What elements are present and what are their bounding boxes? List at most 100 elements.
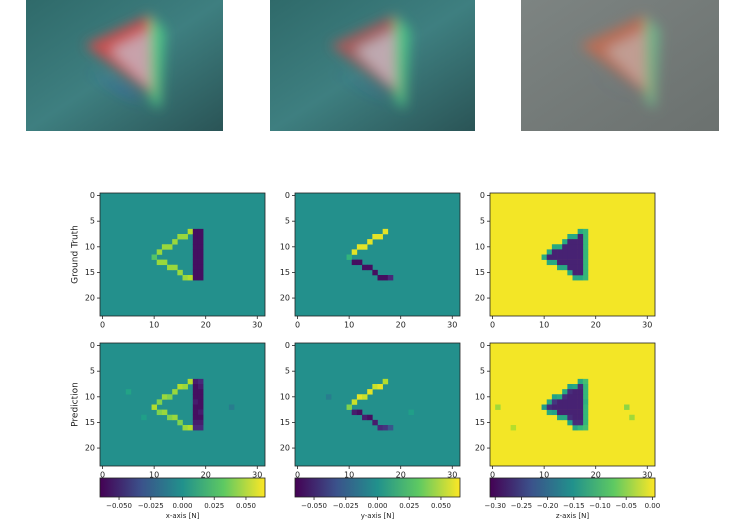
heatmap-cell [187, 378, 194, 385]
heatmap-cell [197, 425, 204, 431]
heatmap-cell [167, 414, 173, 421]
tactile-image [521, 0, 719, 131]
y-tick-label: 10 [85, 392, 95, 401]
heatmap-cell [192, 389, 199, 395]
heatmap-cell [182, 425, 188, 431]
heatmap-cell [551, 409, 558, 416]
heatmap-cell [577, 389, 584, 395]
heatmap-cell [546, 259, 553, 266]
heatmap-cell [156, 399, 163, 405]
heatmap-cell [577, 384, 584, 390]
heatmap-cell [582, 389, 589, 395]
heatmap-cell [546, 249, 553, 255]
colorbar-label: y-axis [N] [361, 512, 395, 520]
heatmap: 0 10 20 30 0 5 10 15 20 Ground Truth [71, 191, 266, 330]
heatmap-cell [161, 244, 168, 250]
y-tick-label: 5 [480, 217, 485, 226]
y-tick-label: 15 [85, 418, 95, 427]
heatmap-cell [356, 394, 363, 400]
axes-frame [99, 192, 266, 317]
colorbar-tick-label: −0.20 [537, 502, 558, 510]
heatmap: 0 10 20 30 0 5 10 15 20 [280, 341, 461, 480]
colorbar [99, 477, 266, 498]
heatmap-cell [182, 275, 188, 281]
heatmap-cell [557, 404, 563, 410]
heatmap-cell [562, 394, 568, 400]
heatmap-cell [577, 404, 584, 410]
y-tick-label: 5 [285, 367, 290, 376]
heatmap-cell [192, 228, 199, 235]
heatmap-cell [356, 409, 363, 416]
heatmap-cell [551, 399, 558, 405]
heatmap-cell [541, 254, 548, 260]
y-tick-label: 20 [475, 444, 485, 453]
colorbar-tick-label: −0.050 [106, 502, 132, 510]
colorbar-tick-label: 0.00 [645, 502, 661, 510]
heatmap-cell [567, 259, 573, 266]
heatmap-cell [582, 228, 589, 235]
heatmap-cell [582, 394, 589, 400]
heatmap-cell [197, 264, 204, 271]
heatmap-cell [362, 394, 368, 400]
y-tick-label: 5 [285, 217, 290, 226]
x-tick-label: 10 [344, 471, 354, 480]
x-tick-label: 20 [201, 471, 211, 480]
heatmap-cell [572, 234, 578, 240]
heatmap-cell [362, 244, 368, 250]
y-tick-label: 20 [280, 444, 290, 453]
heatmap-cell [551, 394, 558, 400]
y-tick-label: 0 [480, 341, 485, 350]
heatmap-cell [377, 275, 383, 281]
heatmap-cell [577, 425, 584, 431]
x-tick-label: 20 [591, 321, 601, 330]
y-tick-label: 15 [280, 418, 290, 427]
heatmap-cell [577, 254, 584, 260]
heatmap-cell [197, 399, 204, 405]
colorbar-tick-label: −0.25 [511, 502, 532, 510]
heatmap-cell [177, 269, 183, 276]
heatmap-cell [192, 244, 199, 250]
heatmap-cell [546, 409, 553, 416]
heatmap-cell [572, 259, 578, 266]
heatmap-cell [562, 264, 568, 271]
x-tick-label: 30 [252, 471, 262, 480]
x-tick-label: 0 [490, 471, 495, 480]
heatmap-cell [192, 259, 199, 266]
heatmap-cell [557, 394, 563, 400]
heatmap-cell [557, 264, 563, 271]
colorbar-tick-label: −0.15 [563, 502, 584, 510]
heatmap-cell [367, 264, 373, 271]
heatmap-cell [577, 244, 584, 250]
y-tick-label: 20 [475, 294, 485, 303]
heatmap-background [295, 343, 460, 466]
heatmap-cell [567, 269, 573, 276]
colorbar-tick-label: 0.050 [431, 502, 451, 510]
heatmap-cell [577, 228, 584, 235]
heatmap-cell [582, 404, 589, 410]
y-tick-label: 15 [475, 418, 485, 427]
y-tick-label: 10 [475, 392, 485, 401]
heatmap-cell [562, 414, 568, 421]
y-tick-label: 5 [480, 367, 485, 376]
heatmap-cell [197, 275, 204, 281]
heatmap-cell [582, 269, 589, 276]
heatmap-cell [192, 239, 199, 245]
y-tick-label: 20 [280, 294, 290, 303]
heatmap-cell [572, 414, 578, 421]
colorbar-tick-label: 0.050 [236, 502, 256, 510]
heatmap-cell [192, 404, 199, 410]
heatmap-cell [192, 275, 199, 281]
axes-frame [489, 192, 656, 317]
heatmap-cell [192, 425, 199, 431]
heatmap-cell [197, 404, 204, 410]
heatmap-cell [577, 414, 584, 421]
heatmap-cell [346, 254, 353, 260]
colorbar-tick-label: −0.025 [333, 502, 359, 510]
y-tick-label: 20 [85, 444, 95, 453]
heatmap-cell [367, 239, 373, 245]
heatmap-cell [382, 228, 389, 235]
heatmap-cell [572, 384, 578, 390]
heatmap-background [100, 343, 265, 466]
heatmap-cell [192, 419, 199, 426]
